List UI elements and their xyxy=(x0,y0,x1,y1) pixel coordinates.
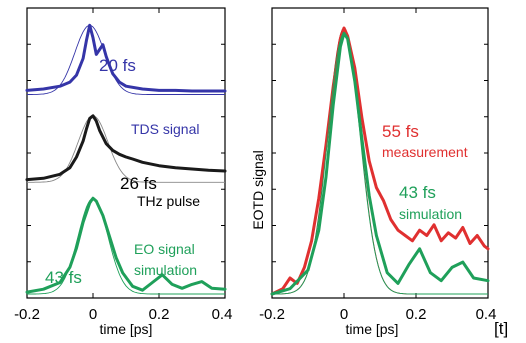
left-annotation-eo-signal: EO signal xyxy=(134,241,195,257)
series-line-2 xyxy=(25,196,227,294)
right-series-group xyxy=(270,26,490,296)
right-annotation-55fs: 55 fs xyxy=(382,122,419,141)
left-annotation-tds-signal: TDS signal xyxy=(131,121,199,137)
series-line-1 xyxy=(270,31,490,296)
right-annotation-43fs: 43 fs xyxy=(399,183,436,202)
left-series-group xyxy=(25,23,227,295)
series-line-1 xyxy=(25,114,227,182)
right-x-tick-label-2: 0.2 xyxy=(406,306,427,323)
reference-curve xyxy=(272,32,488,295)
right-x-tick-label-0: -0.2 xyxy=(259,306,285,323)
right-y-axis-label: EOTD signal xyxy=(250,150,266,229)
right-x-axis-label: time [ps] xyxy=(346,321,399,337)
series-line-0 xyxy=(270,26,490,296)
left-chart: -0.2 0 0.2 0.4 time [ps] 20 fs TDS signa… xyxy=(14,7,233,337)
left-plot-frame xyxy=(26,7,226,299)
series-line-0 xyxy=(25,23,227,93)
right-annotation-simulation: simulation xyxy=(399,206,462,222)
reference-curve xyxy=(27,115,225,183)
corner-label: [t] xyxy=(494,319,508,338)
left-x-axis-label: time [ps] xyxy=(100,321,153,337)
right-annotation-measurement: measurement xyxy=(382,144,468,160)
left-x-tick-label-3: 0.4 xyxy=(212,306,233,323)
left-annotation-43fs: 43 fs xyxy=(45,268,82,287)
left-x-tick-label-1: 0 xyxy=(89,306,97,323)
right-chart: -0.2 0 0.2 0.4 time [ps] EOTD signal 55 … xyxy=(250,7,497,337)
right-x-tick-label-3: 0.4 xyxy=(476,306,497,323)
left-annotation-20fs: 20 fs xyxy=(99,56,136,75)
left-x-tick-label-0: -0.2 xyxy=(14,306,40,323)
reference-curve xyxy=(272,27,488,295)
reference-curve xyxy=(27,197,225,295)
left-annotation-26fs: 26 fs xyxy=(120,174,157,193)
left-x-ticks xyxy=(26,8,226,298)
left-annotation-simulation: simulation xyxy=(134,262,197,278)
left-x-tick-label-2: 0.2 xyxy=(149,306,170,323)
left-annotation-thz-pulse: THz pulse xyxy=(137,193,200,209)
right-x-tick-label-1: 0 xyxy=(340,306,348,323)
